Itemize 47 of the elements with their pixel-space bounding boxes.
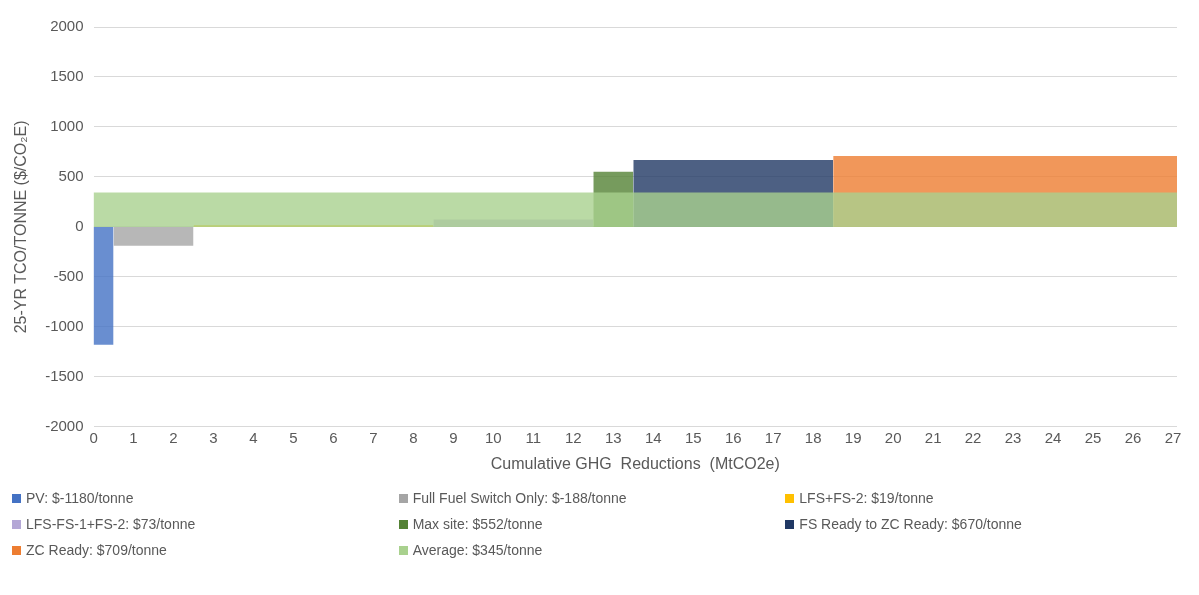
x-tick-label: 22 (964, 428, 982, 446)
x-tick-label: 16 (724, 428, 742, 446)
y-tick-label: -500 (53, 267, 84, 285)
x-tick-label: 23 (1004, 428, 1022, 446)
y-tick-label: 2000 (50, 17, 84, 35)
x-tick-label: 19 (844, 428, 862, 446)
x-tick-label: 0 (89, 428, 98, 446)
x-tick-label: 8 (409, 428, 418, 446)
x-tick-label: 2 (169, 428, 178, 446)
legend-label: Max site: $552/tonne (412, 516, 543, 532)
y-tick-label: 1000 (50, 117, 84, 135)
legend-label: ZC Ready: $709/tonne (26, 542, 167, 558)
x-tick-label: 7 (369, 428, 378, 446)
legend-label: Full Fuel Switch Only: $-188/tonne (412, 490, 627, 506)
x-tick-label: 9 (449, 428, 458, 446)
x-tick-label: 25 (1084, 428, 1102, 446)
x-tick-label: 26 (1124, 428, 1142, 446)
x-tick-label: 24 (1044, 428, 1062, 446)
x-tick-label: 17 (764, 428, 782, 446)
x-tick-label: 15 (684, 428, 702, 446)
x-tick-label: 27 (1164, 428, 1182, 446)
y-tick-label: -1000 (45, 316, 84, 334)
x-tick-label: 18 (804, 428, 822, 446)
x-tick-label: 6 (329, 428, 338, 446)
y-tick-label: 1500 (50, 67, 84, 85)
x-tick-label: 14 (644, 428, 662, 446)
x-tick-label: 10 (485, 428, 502, 446)
x-tick-label: 21 (924, 428, 942, 446)
legend-label: PV: $-1180/tonne (26, 490, 134, 506)
y-tick-label: 0 (75, 217, 84, 235)
legend-label: LFS-FS-1+FS-2: $73/tonne (26, 516, 196, 532)
x-tick-label: 12 (564, 428, 582, 446)
x-tick-label: 20 (884, 428, 902, 446)
legend-label: LFS+FS-2: $19/tonne (799, 490, 934, 506)
x-axis-title: Cumulative GHG Reductions (MtCO2e) (490, 454, 780, 472)
y-tick-label: 500 (58, 167, 84, 185)
legend-label: FS Ready to ZC Ready: $670/tonne (799, 516, 1022, 532)
y-tick-label: -2000 (45, 416, 84, 434)
x-tick-label: 13 (604, 428, 622, 446)
y-tick-label: -1500 (45, 366, 84, 384)
x-tick-label: 4 (249, 428, 258, 446)
x-tick-label: 11 (525, 428, 542, 446)
x-tick-label: 1 (129, 428, 138, 446)
y-axis-title: 25-YR TCO/TONNE ($/CO₂E) (12, 120, 30, 334)
legend-label: Average: $345/tonne (412, 542, 543, 558)
x-tick-label: 3 (209, 428, 218, 446)
x-tick-label: 5 (289, 428, 298, 446)
